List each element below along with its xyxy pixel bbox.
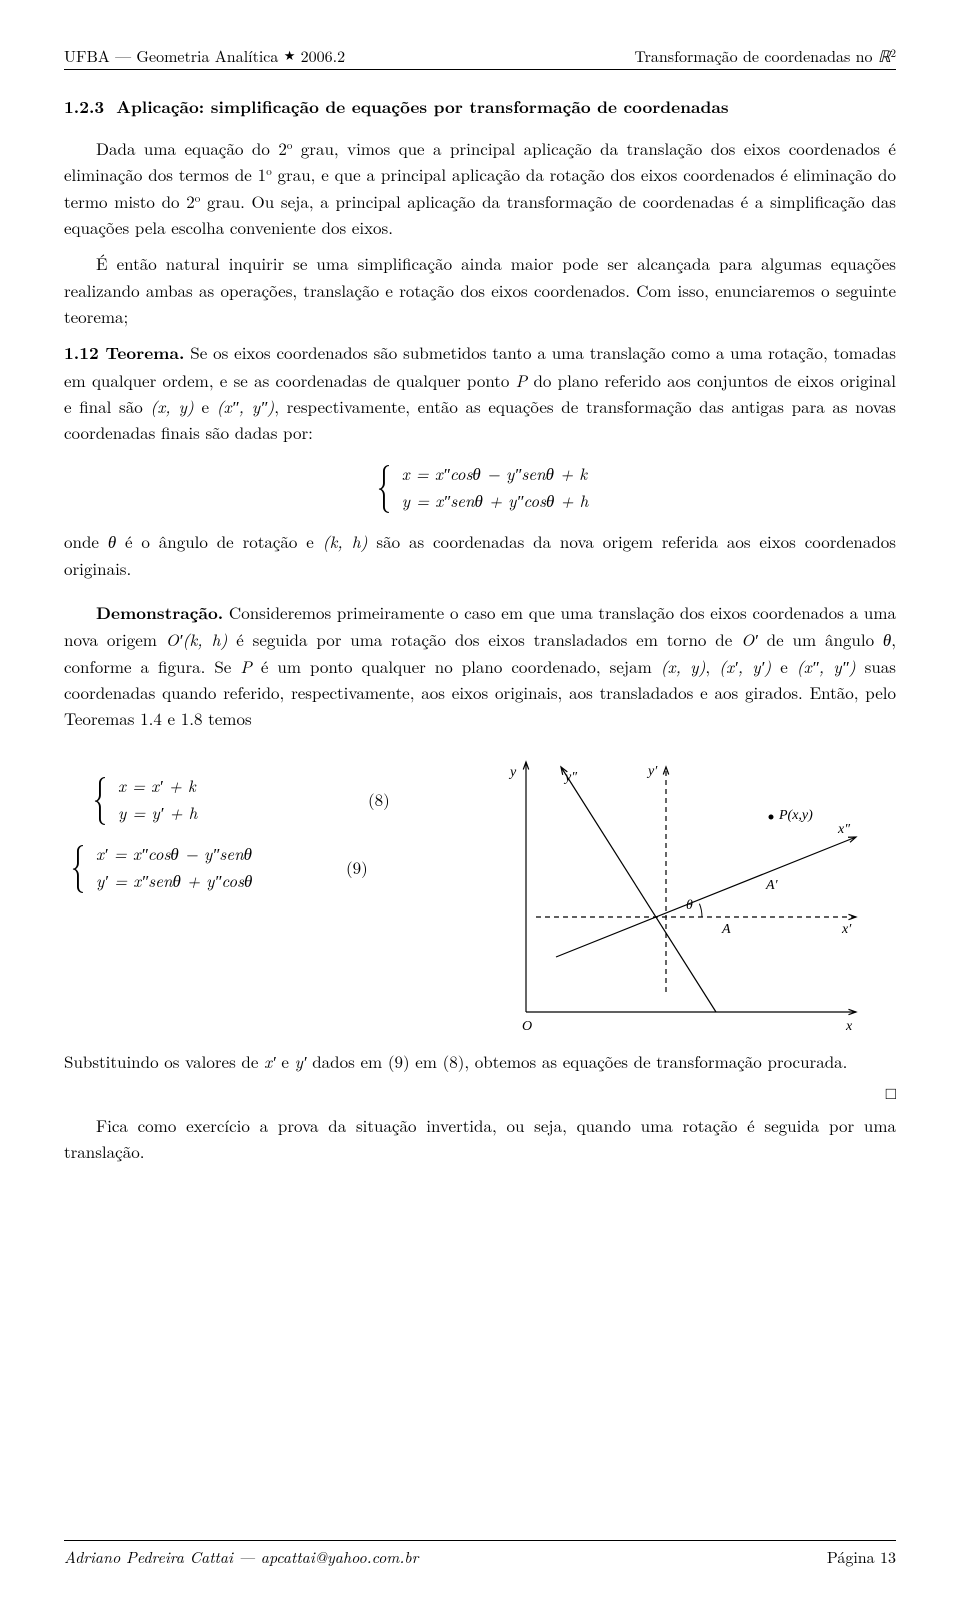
svg-text:y′: y′ [646, 764, 658, 779]
equations-and-figure-row: { x = x′ + k y = y′ + h (8) { x′ = x″cos… [64, 742, 896, 1042]
page-footer: Adriano Pedreira Cattai — apcattai@yahoo… [64, 1540, 896, 1568]
equation-system-transform: { x = x″cosθ − y″senθ + k y = x″senθ + y… [64, 460, 896, 514]
svg-text:A′: A′ [765, 878, 779, 893]
footer-page: Página 13 [827, 1545, 896, 1568]
svg-text:x: x [845, 1019, 853, 1034]
svg-text:P(x,y): P(x,y) [778, 808, 813, 823]
svg-text:O: O [522, 1019, 532, 1034]
proof-label: Demonstração. [96, 601, 223, 625]
section-number: 1.2.3 [64, 95, 104, 119]
paragraph-exercise: Fica como exercício a prova da situação … [64, 1112, 896, 1165]
svg-text:y″: y″ [563, 770, 577, 785]
theorem-label: 1.12 Teorema. [64, 341, 184, 365]
header-left: UFBA — Geometria Analítica ★ 2006.2 [64, 44, 345, 67]
section-title: 1.2.3 Aplicação: simplificação de equaçõe… [64, 94, 896, 119]
paragraph-where: onde θ é o ângulo de rotação e (k, h) sã… [64, 528, 896, 581]
svg-text:θ: θ [686, 898, 693, 913]
paragraph-substitution: Substituindo os valores de x′ e y′ dados… [64, 1048, 896, 1074]
svg-text:A: A [721, 922, 731, 937]
footer-author: Adriano Pedreira Cattai — apcattai@yahoo… [64, 1545, 418, 1568]
header-right: Transformação de coordenadas no ℝ2 [634, 44, 896, 67]
svg-text:x′: x′ [841, 922, 852, 937]
svg-text:y: y [508, 765, 517, 780]
equation-number-8: (8) [368, 787, 428, 811]
paragraph-intro: Dada uma equação do 2o grau, vimos que a… [64, 135, 896, 240]
equation-number-9: (9) [346, 855, 406, 879]
numbered-equations: { x = x′ + k y = y′ + h (8) { x′ = x″cos… [64, 742, 444, 901]
svg-text:x″: x″ [837, 822, 850, 837]
figure-coordinate-transform: Ox y x′ y′ x″ y″ A A′ θ P(x,y) [456, 742, 876, 1042]
paragraph-proof: Demonstração. Consideremos primeiramente… [64, 599, 896, 732]
figure-svg: Ox y x′ y′ x″ y″ A A′ θ P(x,y) [456, 742, 876, 1042]
page-header: UFBA — Geometria Analítica ★ 2006.2 Tran… [64, 44, 896, 70]
section-heading: Aplicação: simplificação de equações por… [116, 95, 728, 119]
paragraph-motivation: É então natural inquirir se uma simplifi… [64, 250, 896, 329]
qed-symbol: □ [64, 1080, 896, 1104]
paragraph-theorem: 1.12 Teorema. Se os eixos coordenados sã… [64, 339, 896, 445]
